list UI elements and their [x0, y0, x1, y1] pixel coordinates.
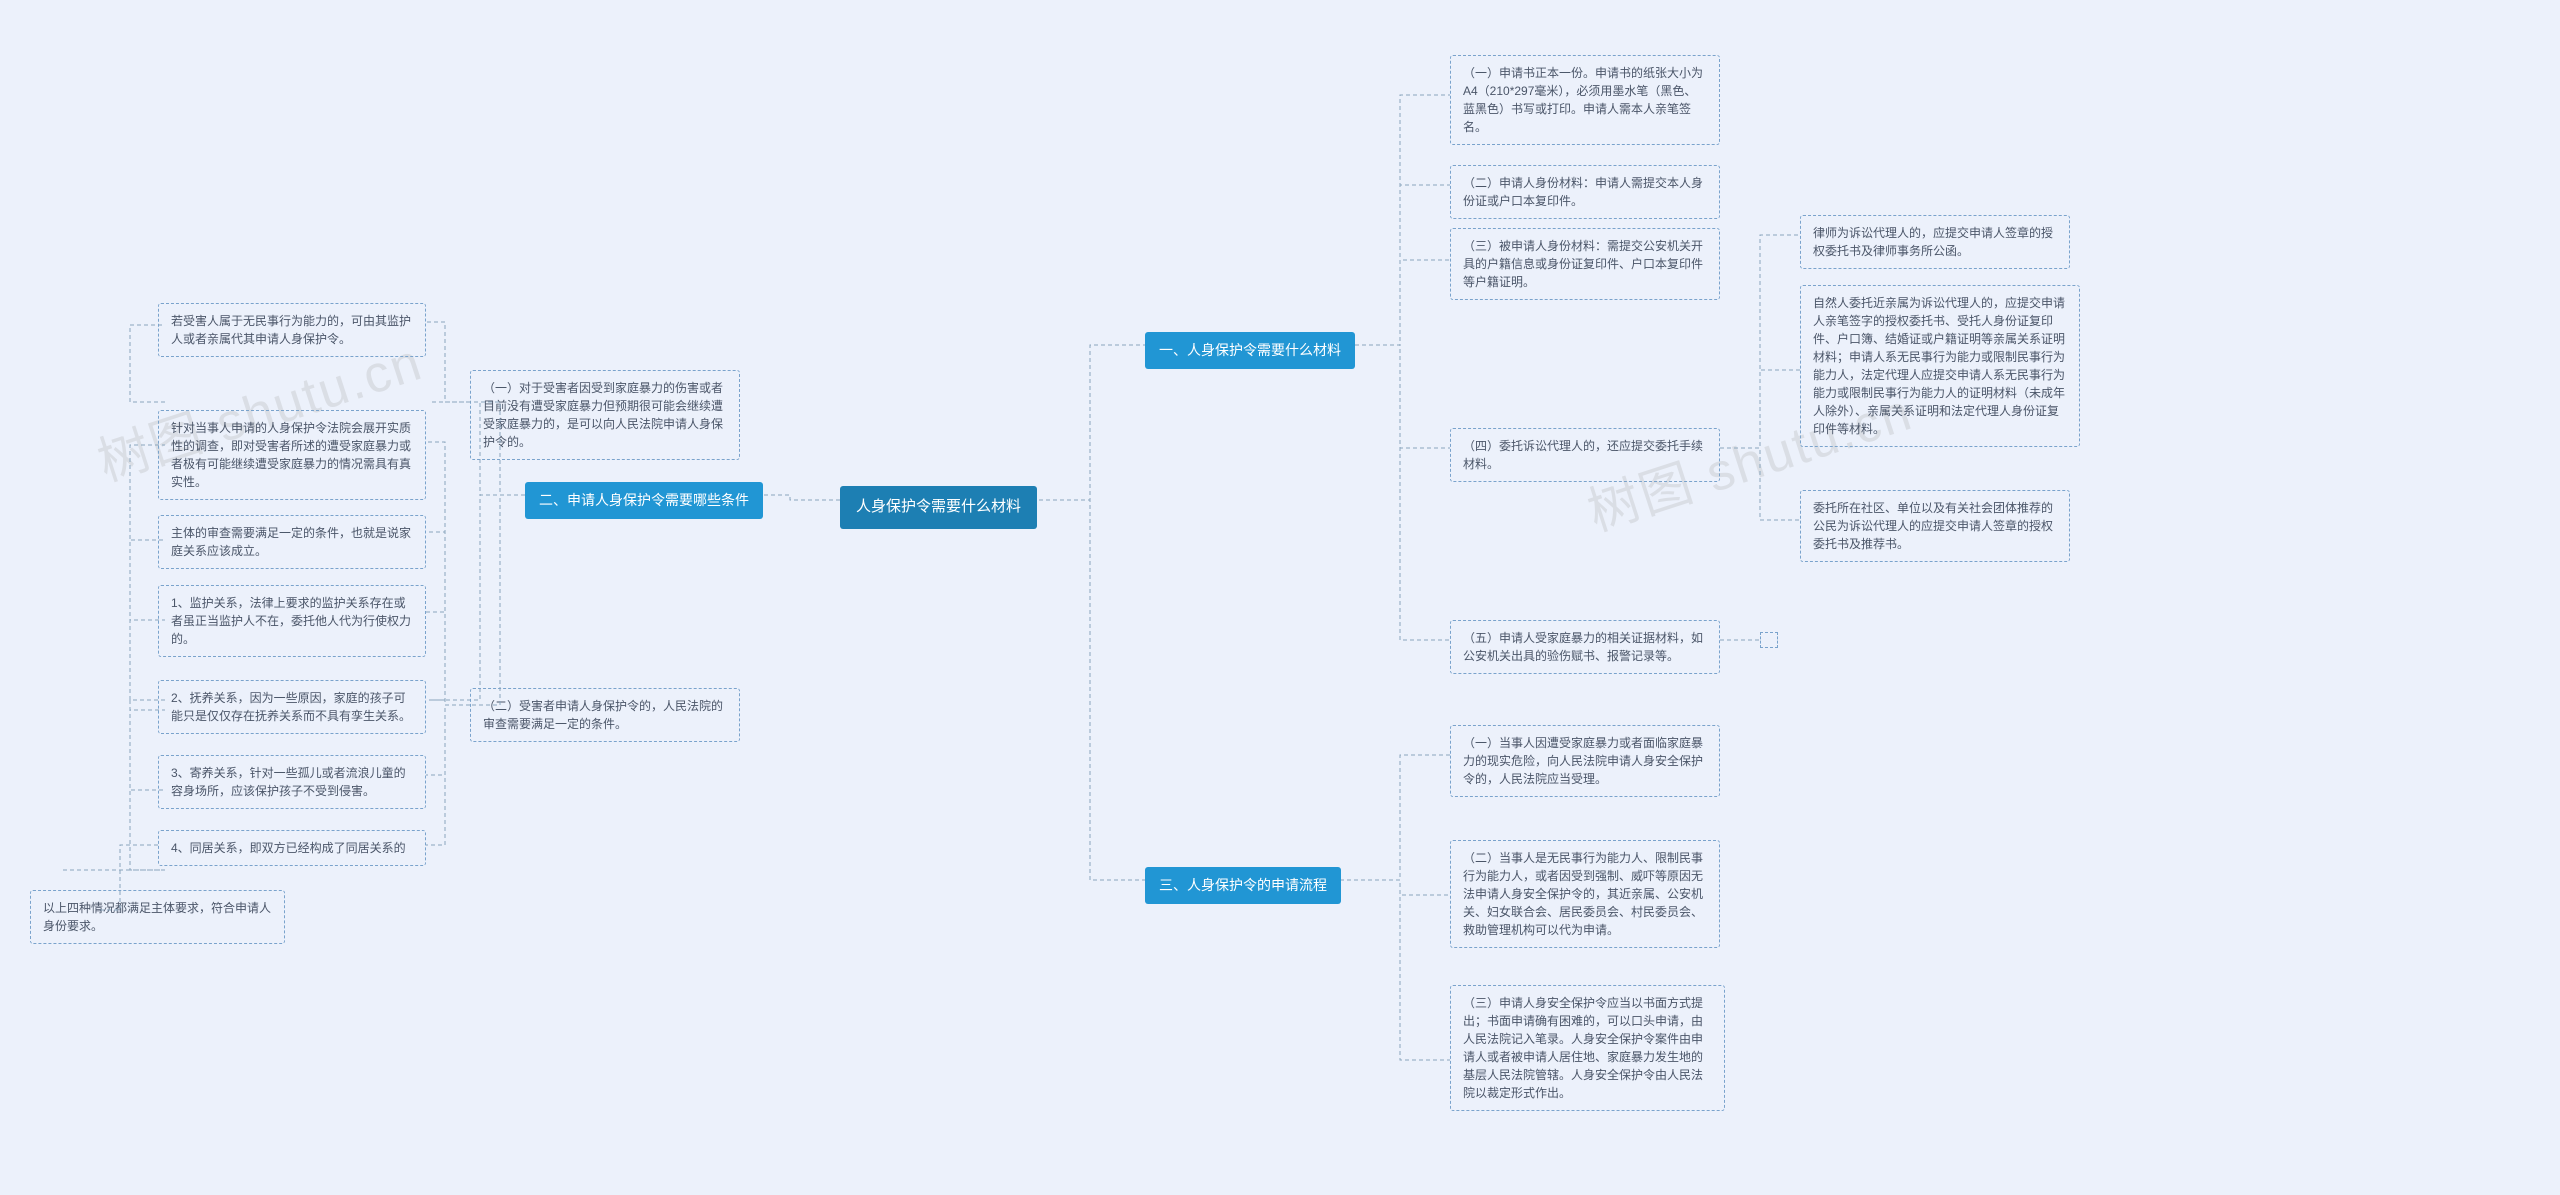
mid-2-1: （一）对于受害者因受到家庭暴力的伤害或者目前没有遭受家庭暴力但预期很可能会继续遭… [470, 370, 740, 460]
branch-3: 三、人身保护令的申请流程 [1145, 867, 1341, 904]
leaf-3-3: （三）申请人身安全保护令应当以书面方式提出；书面申请确有困难的，可以口头申请，由… [1450, 985, 1725, 1111]
leaf-1-3: （三）被申请人身份材料：需提交公安机关开具的户籍信息或身份证复印件、户口本复印件… [1450, 228, 1720, 300]
leaf-1-5: （五）申请人受家庭暴力的相关证据材料，如公安机关出具的验伤赋书、报警记录等。 [1450, 620, 1720, 674]
leaf-3-2: （二）当事人是无民事行为能力人、限制民事行为能力人，或者因受到强制、威吓等原因无… [1450, 840, 1720, 948]
leaf-1-5-marker [1760, 632, 1778, 648]
branch-1: 一、人身保护令需要什么材料 [1145, 332, 1355, 369]
leaf-3-1: （一）当事人因遭受家庭暴力或者面临家庭暴力的现实危险，向人民法院申请人身安全保护… [1450, 725, 1720, 797]
leaf-1-4-1: 律师为诉讼代理人的，应提交申请人签章的授权委托书及律师事务所公函。 [1800, 215, 2070, 269]
ll-2: 2、抚养关系，因为一些原因，家庭的孩子可能只是仅仅存在抚养关系而不具有孪生关系。 [158, 680, 426, 734]
ll-1: 1、监护关系，法律上要求的监护关系存在或者虽正当监护人不在，委托他人代为行使权力… [158, 585, 426, 657]
branch-2: 二、申请人身保护令需要哪些条件 [525, 482, 763, 519]
leaf-1-4-3: 委托所在社区、单位以及有关社会团体推荐的公民为诉讼代理人的应提交申请人签章的授权… [1800, 490, 2070, 562]
ll-3: 3、寄养关系，针对一些孤儿或者流浪儿童的容身场所，应该保护孩子不受到侵害。 [158, 755, 426, 809]
mid-2-2: （二）受害者申请人身保护令的，人民法院的审查需要满足一定的条件。 [470, 688, 740, 742]
ll-a: 针对当事人申请的人身保护令法院会展开实质性的调查，即对受害者所述的遭受家庭暴力或… [158, 410, 426, 500]
ll-pre: 若受害人属于无民事行为能力的，可由其监护人或者亲属代其申请人身保护令。 [158, 303, 426, 357]
root-node: 人身保护令需要什么材料 [840, 486, 1037, 529]
ll-4: 4、同居关系，即双方已经构成了同居关系的 [158, 830, 426, 866]
leaf-1-4: （四）委托诉讼代理人的，还应提交委托手续材料。 [1450, 428, 1720, 482]
leaf-1-1: （一）申请书正本一份。申请书的纸张大小为A4（210*297毫米），必须用墨水笔… [1450, 55, 1720, 145]
leaf-1-4-2: 自然人委托近亲属为诉讼代理人的，应提交申请人亲笔签字的授权委托书、受托人身份证复… [1800, 285, 2080, 447]
ll-4a: 以上四种情况都满足主体要求，符合申请人身份要求。 [30, 890, 285, 944]
leaf-1-2: （二）申请人身份材料：申请人需提交本人身份证或户口本复印件。 [1450, 165, 1720, 219]
ll-b: 主体的审查需要满足一定的条件，也就是说家庭关系应该成立。 [158, 515, 426, 569]
